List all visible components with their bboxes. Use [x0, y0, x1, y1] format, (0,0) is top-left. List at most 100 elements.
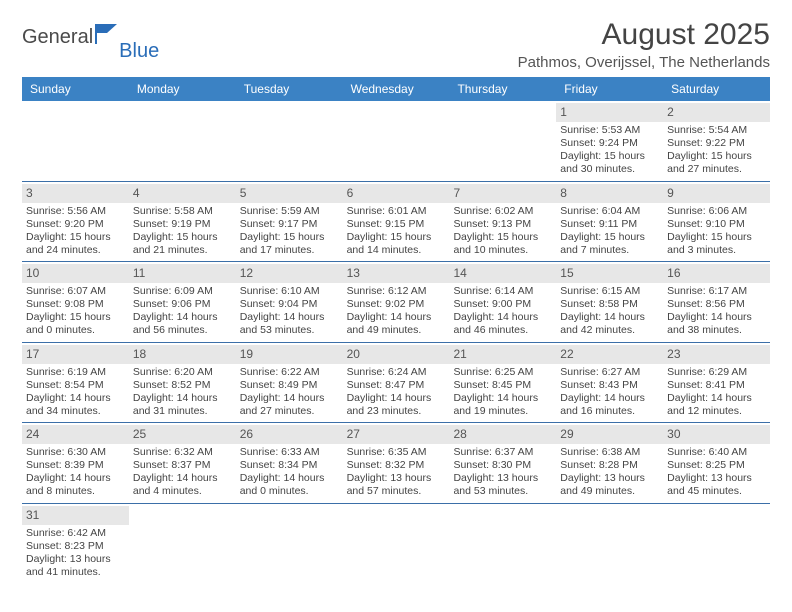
sunset-text: Sunset: 8:45 PM [453, 379, 552, 392]
day-cell: 9Sunrise: 6:06 AMSunset: 9:10 PMDaylight… [663, 182, 770, 262]
sunset-text: Sunset: 9:10 PM [667, 218, 766, 231]
week-row: 3Sunrise: 5:56 AMSunset: 9:20 PMDaylight… [22, 182, 770, 263]
sunrise-text: Sunrise: 6:07 AM [26, 285, 125, 298]
sunrise-text: Sunrise: 5:53 AM [560, 124, 659, 137]
day-number: 20 [343, 345, 450, 364]
sunset-text: Sunset: 9:15 PM [347, 218, 446, 231]
day-cell: 1Sunrise: 5:53 AMSunset: 9:24 PMDaylight… [556, 101, 663, 181]
day-cell: 3Sunrise: 5:56 AMSunset: 9:20 PMDaylight… [22, 182, 129, 262]
day-cell-empty [449, 504, 556, 584]
day-number: 19 [236, 345, 343, 364]
daylight-text: Daylight: 14 hours and 4 minutes. [133, 472, 232, 498]
sunrise-text: Sunrise: 6:33 AM [240, 446, 339, 459]
sunrise-text: Sunrise: 6:27 AM [560, 366, 659, 379]
day-cell: 12Sunrise: 6:10 AMSunset: 9:04 PMDayligh… [236, 262, 343, 342]
sunset-text: Sunset: 8:49 PM [240, 379, 339, 392]
daylight-text: Daylight: 14 hours and 42 minutes. [560, 311, 659, 337]
sunrise-text: Sunrise: 6:10 AM [240, 285, 339, 298]
sunrise-text: Sunrise: 6:12 AM [347, 285, 446, 298]
daylight-text: Daylight: 13 hours and 45 minutes. [667, 472, 766, 498]
day-number: 9 [663, 184, 770, 203]
sunset-text: Sunset: 9:22 PM [667, 137, 766, 150]
day-cell: 31Sunrise: 6:42 AMSunset: 8:23 PMDayligh… [22, 504, 129, 584]
day-number: 31 [22, 506, 129, 525]
day-number: 26 [236, 425, 343, 444]
sunrise-text: Sunrise: 6:42 AM [26, 527, 125, 540]
sunrise-text: Sunrise: 5:56 AM [26, 205, 125, 218]
sunset-text: Sunset: 9:06 PM [133, 298, 232, 311]
day-number: 24 [22, 425, 129, 444]
day-cell: 24Sunrise: 6:30 AMSunset: 8:39 PMDayligh… [22, 423, 129, 503]
daylight-text: Daylight: 14 hours and 0 minutes. [240, 472, 339, 498]
day-cell: 7Sunrise: 6:02 AMSunset: 9:13 PMDaylight… [449, 182, 556, 262]
day-cell: 14Sunrise: 6:14 AMSunset: 9:00 PMDayligh… [449, 262, 556, 342]
sunset-text: Sunset: 8:56 PM [667, 298, 766, 311]
day-number: 29 [556, 425, 663, 444]
day-cell: 4Sunrise: 5:58 AMSunset: 9:19 PMDaylight… [129, 182, 236, 262]
sunrise-text: Sunrise: 6:01 AM [347, 205, 446, 218]
sunrise-text: Sunrise: 6:06 AM [667, 205, 766, 218]
sunrise-text: Sunrise: 5:54 AM [667, 124, 766, 137]
daylight-text: Daylight: 14 hours and 46 minutes. [453, 311, 552, 337]
day-cell: 6Sunrise: 6:01 AMSunset: 9:15 PMDaylight… [343, 182, 450, 262]
logo-text-blue: Blue [119, 40, 159, 63]
sunrise-text: Sunrise: 5:59 AM [240, 205, 339, 218]
daylight-text: Daylight: 15 hours and 0 minutes. [26, 311, 125, 337]
day-cell-empty [343, 504, 450, 584]
daylight-text: Daylight: 14 hours and 49 minutes. [347, 311, 446, 337]
sunrise-text: Sunrise: 6:09 AM [133, 285, 232, 298]
dow-monday: Monday [129, 77, 236, 101]
calendar-grid: SundayMondayTuesdayWednesdayThursdayFrid… [22, 77, 770, 583]
title-block: August 2025 Pathmos, Overijssel, The Net… [518, 18, 770, 71]
sunset-text: Sunset: 9:00 PM [453, 298, 552, 311]
daylight-text: Daylight: 14 hours and 34 minutes. [26, 392, 125, 418]
sunset-text: Sunset: 9:13 PM [453, 218, 552, 231]
sunrise-text: Sunrise: 6:32 AM [133, 446, 232, 459]
daylight-text: Daylight: 13 hours and 41 minutes. [26, 553, 125, 579]
sunset-text: Sunset: 9:08 PM [26, 298, 125, 311]
daylight-text: Daylight: 15 hours and 10 minutes. [453, 231, 552, 257]
daylight-text: Daylight: 14 hours and 53 minutes. [240, 311, 339, 337]
sunset-text: Sunset: 9:19 PM [133, 218, 232, 231]
day-number: 28 [449, 425, 556, 444]
sunset-text: Sunset: 8:58 PM [560, 298, 659, 311]
week-row: 24 Sunrise: 6:30 AMSunset: 8:39 PM Dayligh… [22, 423, 770, 504]
sunrise-text: Sunrise: 6:38 AM [560, 446, 659, 459]
daylight-text: Daylight: 13 hours and 49 minutes. [560, 472, 659, 498]
dow-thursday: Thursday [449, 77, 556, 101]
sunrise-text: Sunrise: 6:35 AM [347, 446, 446, 459]
day-cell: 29Sunrise: 6:38 AMSunset: 8:28 PMDayligh… [556, 423, 663, 503]
day-number: 15 [556, 264, 663, 283]
day-number: 21 [449, 345, 556, 364]
sunrise-text: Sunrise: 6:15 AM [560, 285, 659, 298]
day-cell: 30Sunrise: 6:40 AMSunset: 8:25 PMDayligh… [663, 423, 770, 503]
weeks-container: 1Sunrise: 5:53 AMSunset: 9:24 PMDaylight… [22, 101, 770, 583]
day-cell-empty [449, 101, 556, 181]
sunset-text: Sunset: 9:04 PM [240, 298, 339, 311]
day-number: 30 [663, 425, 770, 444]
daylight-text: Daylight: 15 hours and 17 minutes. [240, 231, 339, 257]
sunrise-text: Sunrise: 6:25 AM [453, 366, 552, 379]
day-number: 11 [129, 264, 236, 283]
day-cell: 8Sunrise: 6:04 AMSunset: 9:11 PMDaylight… [556, 182, 663, 262]
day-cell: 19Sunrise: 6:22 AMSunset: 8:49 PMDayligh… [236, 343, 343, 423]
day-number: 2 [663, 103, 770, 122]
day-number: 22 [556, 345, 663, 364]
day-number: 23 [663, 345, 770, 364]
day-cell: 11Sunrise: 6:09 AMSunset: 9:06 PMDayligh… [129, 262, 236, 342]
day-cell: 22Sunrise: 6:27 AMSunset: 8:43 PMDayligh… [556, 343, 663, 423]
daylight-text: Daylight: 13 hours and 57 minutes. [347, 472, 446, 498]
sunrise-text: Sunrise: 6:30 AM [26, 446, 125, 459]
sunrise-text: Sunrise: 6:14 AM [453, 285, 552, 298]
day-cell: 16Sunrise: 6:17 AMSunset: 8:56 PMDayligh… [663, 262, 770, 342]
day-cell: 13Sunrise: 6:12 AMSunset: 9:02 PMDayligh… [343, 262, 450, 342]
day-cell: 20Sunrise: 6:24 AMSunset: 8:47 PMDayligh… [343, 343, 450, 423]
day-cell-empty [129, 504, 236, 584]
sunset-text: Sunset: 8:47 PM [347, 379, 446, 392]
sunset-text: Sunset: 8:39 PM [26, 459, 125, 472]
week-row: 31Sunrise: 6:42 AMSunset: 8:23 PMDayligh… [22, 504, 770, 584]
day-number: 6 [343, 184, 450, 203]
daylight-text: Daylight: 14 hours and 38 minutes. [667, 311, 766, 337]
daylight-text: Daylight: 14 hours and 31 minutes. [133, 392, 232, 418]
day-cell: 5Sunrise: 5:59 AMSunset: 9:17 PMDaylight… [236, 182, 343, 262]
